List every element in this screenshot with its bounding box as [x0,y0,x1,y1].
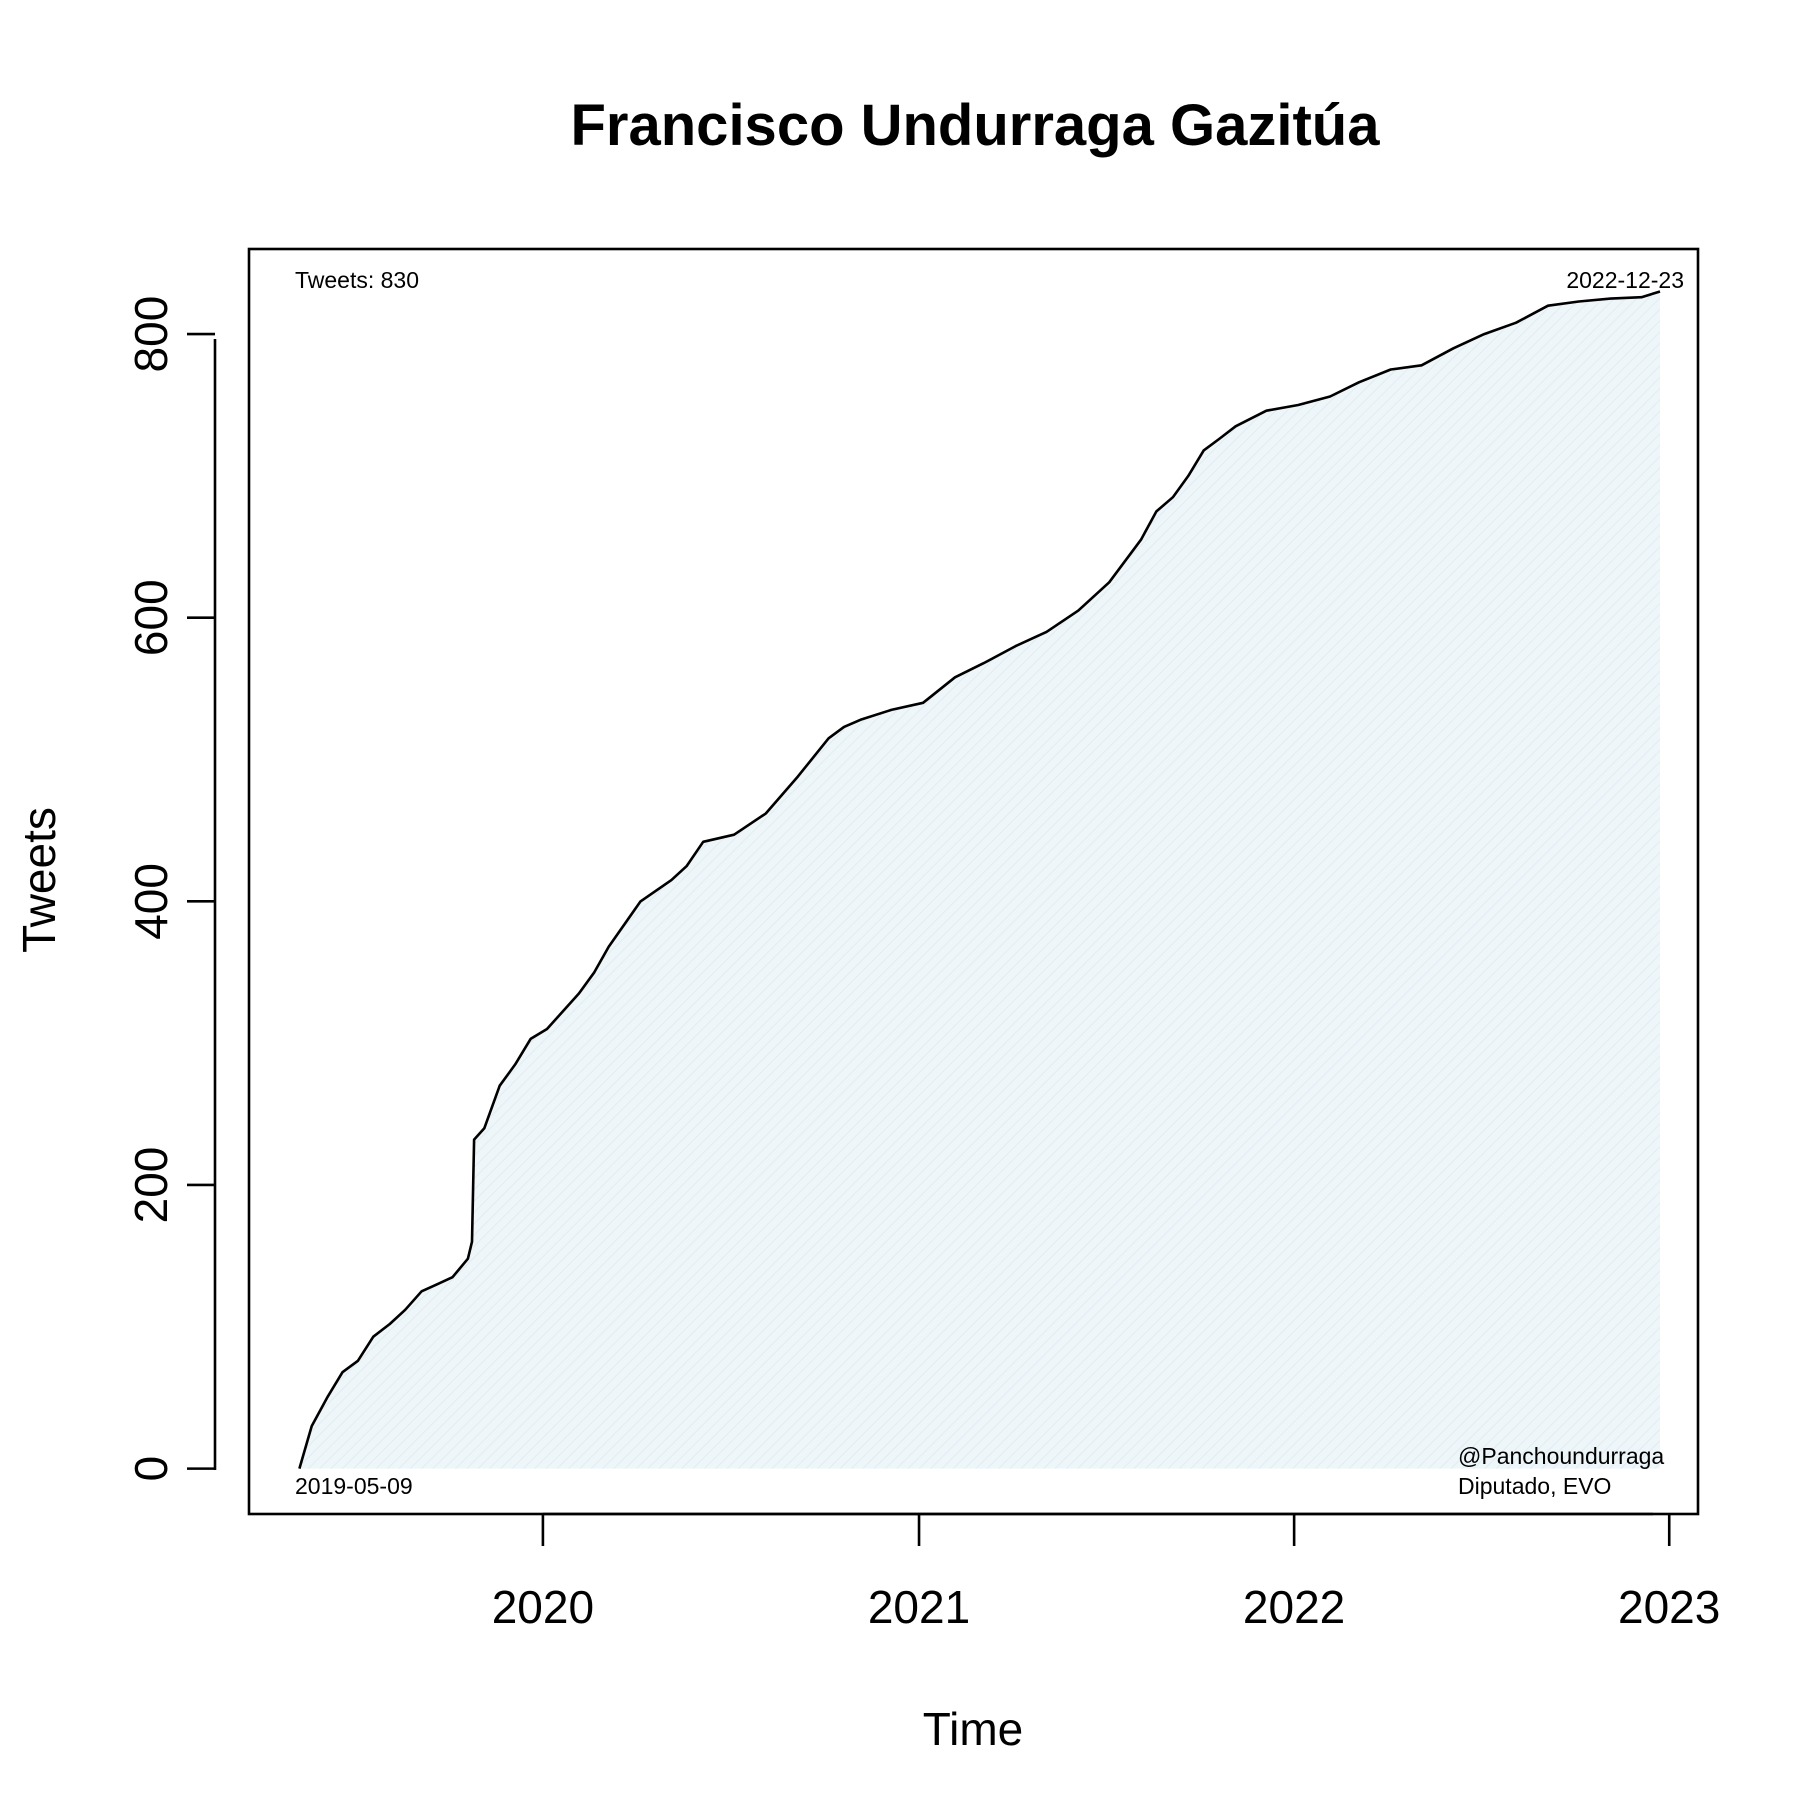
y-tick-label: 0 [125,1456,177,1482]
y-tick-label: 200 [125,1147,177,1224]
series-area-layer [299,291,1660,1469]
series-line [298,290,1661,1469]
annotation-end-date: 2022-12-23 [1566,267,1684,293]
annotation-start-date: 2019-05-09 [295,1473,413,1499]
y-axis-ticks: 0 200 400 600 800 [125,296,215,1482]
x-tick-label: 2021 [868,1581,970,1633]
y-tick-label: 400 [125,863,177,940]
y-axis-title: Tweets [13,807,65,953]
series-area-fill [299,291,1660,1469]
chart-title: Francisco Undurraga Gazitúa [571,93,1381,158]
x-axis-title: Time [923,1703,1024,1755]
annotation-role: Diputado, EVO [1458,1473,1611,1499]
y-tick-label: 800 [125,296,177,373]
x-axis-ticks: 2020 2021 2022 2023 [492,1514,1720,1633]
series-line-layer [298,290,1661,1469]
annotation-handle: @Panchoundurraga [1458,1443,1664,1469]
annotation-tweet-count: Tweets: 830 [295,267,419,293]
x-tick-label: 2022 [1243,1581,1345,1633]
y-tick-label: 600 [125,579,177,656]
x-tick-label: 2023 [1618,1581,1720,1633]
x-tick-label: 2020 [492,1581,594,1633]
